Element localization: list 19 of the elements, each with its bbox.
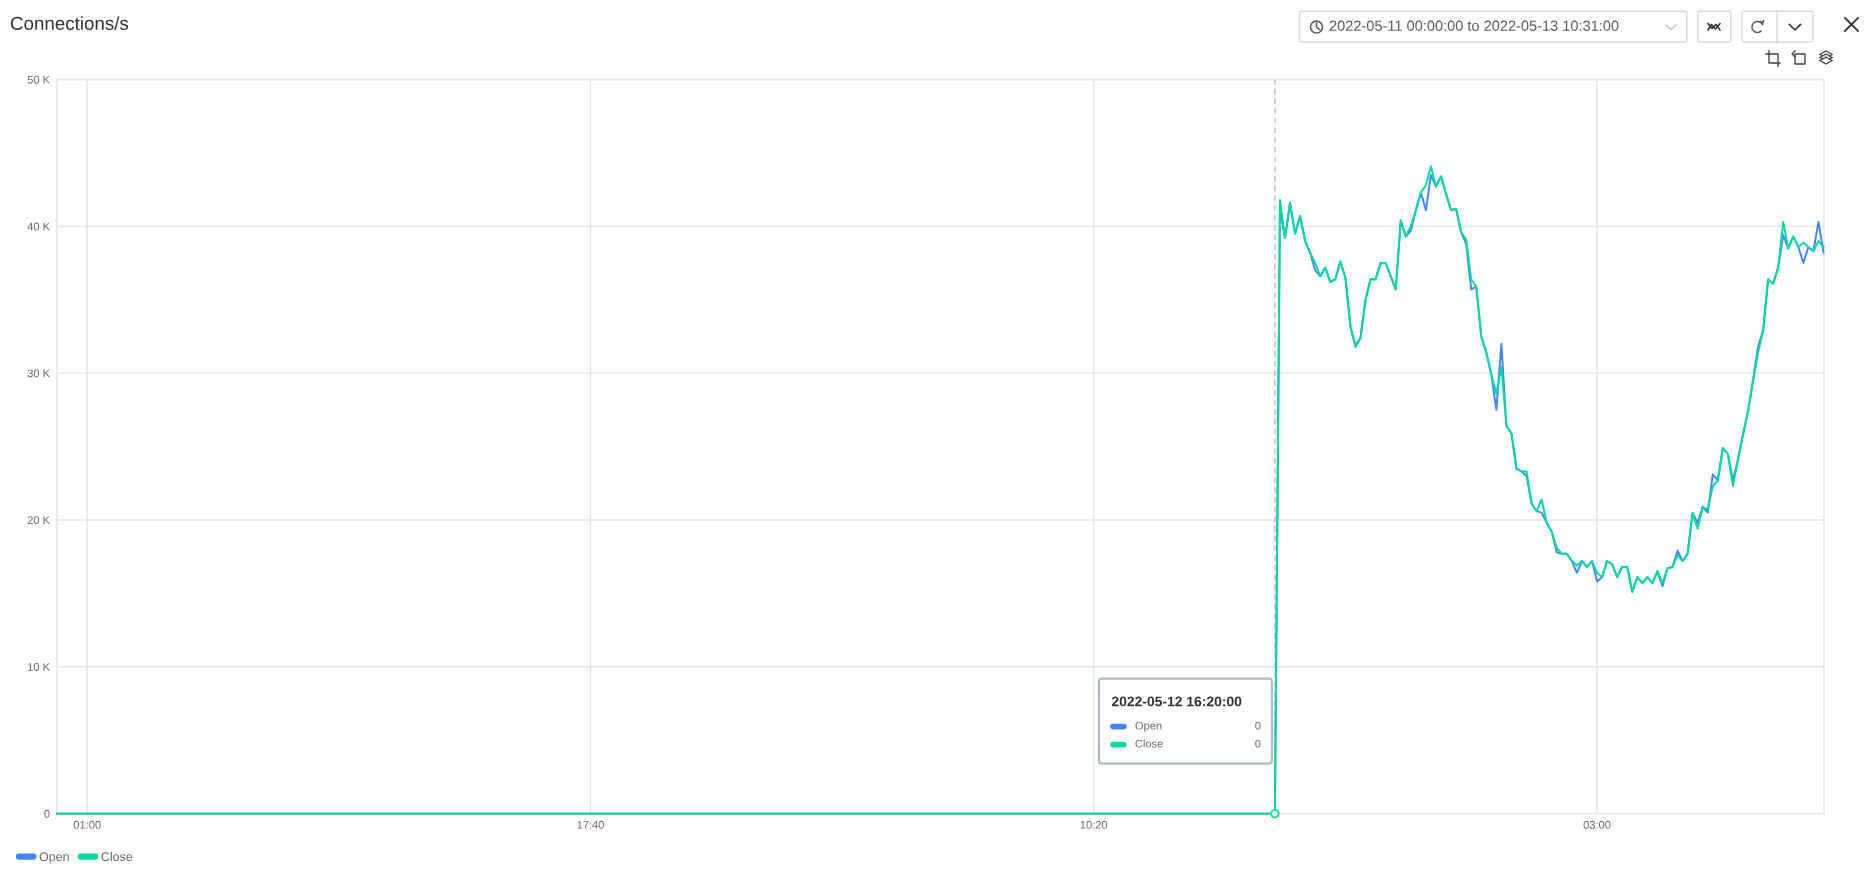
y-tick-label: 0 bbox=[44, 809, 50, 818]
legend-label: Close bbox=[101, 851, 133, 862]
x-tick-label: 03:00 bbox=[1583, 820, 1611, 829]
y-tick-label: 40 K bbox=[27, 222, 50, 231]
annotation: 0 bbox=[1255, 721, 1261, 730]
annotation: 0 bbox=[1255, 739, 1261, 748]
annotation: Open bbox=[1135, 721, 1162, 732]
x-tick-label: 01:00 bbox=[73, 820, 101, 829]
x-tick-label: 10:20 bbox=[1080, 820, 1108, 829]
chart-title: Connections/s bbox=[10, 16, 129, 31]
x-tick-label: 17:40 bbox=[577, 820, 604, 829]
y-tick-label: 20 K bbox=[27, 516, 50, 525]
y-tick-label: 50 K bbox=[27, 75, 50, 84]
y-tick-label: 30 K bbox=[27, 369, 50, 378]
text: 2022-05-11 00:00:00 to 2022-05-13 10:31:00 bbox=[1329, 20, 1619, 31]
annotation: Close bbox=[1135, 739, 1163, 748]
y-tick-label: 10 K bbox=[28, 663, 50, 671]
legend-label: Open bbox=[39, 852, 69, 864]
annotation: 2022-05-12 16:20:00 bbox=[1111, 696, 1242, 707]
